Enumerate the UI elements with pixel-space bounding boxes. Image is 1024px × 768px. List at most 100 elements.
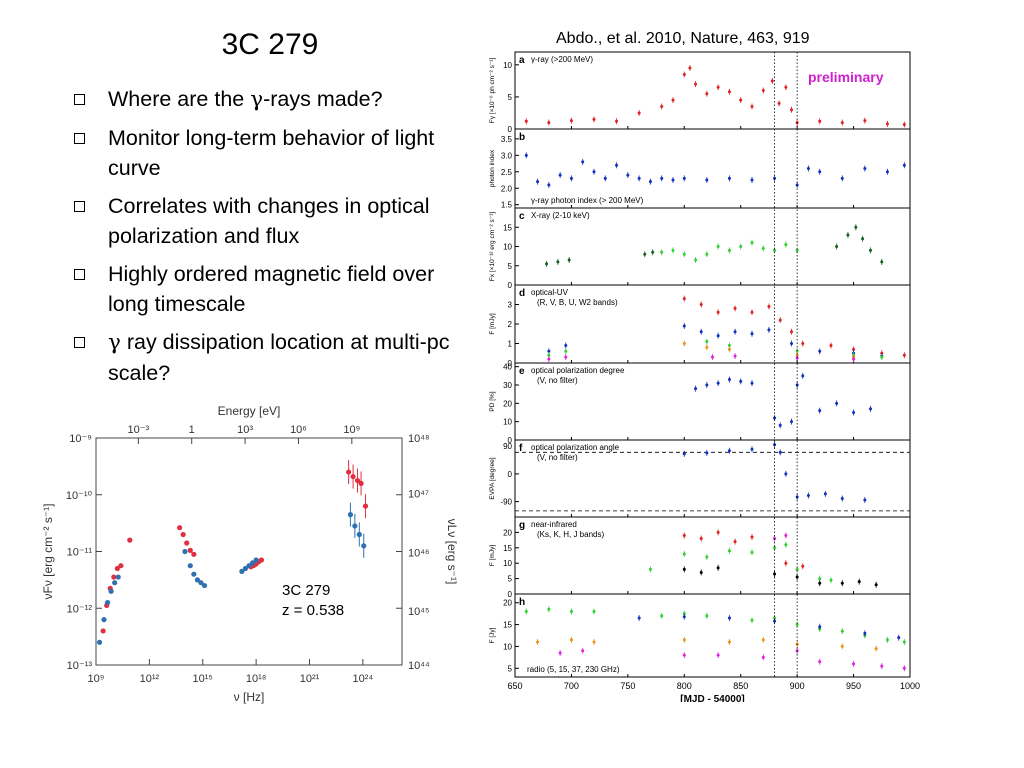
data-point [699, 330, 703, 334]
data-point [784, 472, 788, 476]
data-point [682, 638, 686, 642]
panel-frame [514, 284, 911, 364]
data-point [795, 356, 799, 360]
data-point [818, 409, 822, 413]
top-tick-label: 10⁻³ [127, 424, 149, 436]
data-point [184, 540, 190, 546]
square-bullet-icon [74, 269, 85, 280]
panel-y-label: photon index [489, 149, 496, 187]
y-tick-label: 10⁻¹¹ [67, 547, 93, 559]
data-point [547, 353, 551, 357]
top-axis-title: Energy [eV] [218, 404, 281, 418]
data-point [660, 250, 664, 254]
data-point [761, 89, 765, 92]
y2-axis-title: νLν [erg s⁻¹] [445, 519, 459, 585]
data-point [818, 581, 822, 585]
data-point [773, 416, 777, 420]
data-point [705, 383, 709, 387]
y-tick-label: -90 [500, 498, 512, 507]
data-point [682, 324, 686, 328]
data-point [863, 498, 867, 502]
y-tick-label: 1 [508, 340, 513, 349]
data-point [770, 79, 774, 83]
data-point [784, 85, 788, 89]
data-point [818, 349, 822, 353]
data-point [857, 580, 861, 584]
x-tick-label: 800 [677, 681, 692, 691]
x-tick-label: 10⁹ [88, 673, 105, 685]
data-point [104, 599, 111, 606]
square-bullet-icon [74, 94, 85, 105]
panel-letter: a [519, 55, 525, 66]
data-point [592, 640, 596, 644]
data-point [750, 105, 754, 109]
data-point [682, 72, 686, 76]
data-point [637, 111, 641, 115]
data-point [581, 649, 585, 653]
data-point [829, 343, 833, 347]
data-point [660, 614, 664, 618]
data-point [727, 616, 731, 620]
y-tick-label: 2.0 [501, 184, 513, 193]
panel-y-label: EVPA [degree] [489, 457, 496, 499]
data-point [863, 119, 867, 123]
data-point [114, 565, 120, 572]
bullet-item: Monitor long-term behavior of light curv… [72, 123, 462, 183]
data-point [739, 379, 743, 383]
data-point [795, 349, 799, 353]
data-point [795, 623, 799, 627]
preliminary-tag: preliminary [808, 69, 884, 85]
y-tick-label: 20 [503, 599, 512, 608]
y-tick-label: 0 [508, 436, 513, 445]
data-point [118, 563, 124, 569]
x-tick-label: 10²⁴ [353, 673, 374, 685]
data-point [569, 638, 573, 642]
data-point [242, 565, 249, 572]
data-point [852, 662, 856, 666]
data-point [727, 343, 731, 347]
data-point [547, 607, 551, 611]
panel-label-2: (V, no filter) [537, 376, 578, 385]
data-point [784, 533, 788, 537]
y-tick-label: 10⁻¹³ [67, 660, 93, 672]
data-point [699, 537, 703, 541]
data-point [705, 451, 709, 455]
data-point [818, 577, 822, 581]
data-point [191, 571, 197, 577]
data-point [705, 92, 709, 96]
data-point [112, 580, 118, 586]
sed-chart: 10⁹ 10¹² 10¹⁵ 10¹⁸ 10²¹ 10²⁴ 10⁻³ 1 10³ 10⁶ 10⁹ Ene… [41, 404, 459, 704]
data-point [699, 303, 703, 306]
y-tick-label: 20 [503, 399, 512, 408]
data-point [191, 551, 197, 557]
panel-y-label: Fx [×10⁻¹² erg cm⁻² s⁻¹] [489, 212, 496, 282]
y-tick-label: 10 [503, 418, 512, 427]
y-tick-label: 20 [503, 528, 512, 537]
data-point [840, 644, 844, 648]
top-tick-label: 1 [189, 424, 195, 436]
data-point [801, 374, 805, 378]
x-tick-label: 900 [790, 681, 805, 691]
data-point [778, 318, 782, 322]
data-point [795, 183, 799, 187]
y-tick-label: 10⁻¹² [67, 603, 93, 615]
x-tick-label: 850 [733, 681, 748, 691]
data-point [716, 653, 720, 657]
data-point [524, 609, 528, 613]
data-point [564, 343, 568, 347]
data-point [356, 531, 362, 538]
y-tick-label: 3 [508, 301, 513, 310]
top-tick-label: 10⁹ [343, 424, 360, 436]
panel-label: optical polarization angle [531, 443, 620, 452]
data-point [100, 628, 106, 634]
data-point [682, 252, 686, 256]
panel-letter: b [519, 132, 525, 143]
data-point [101, 617, 107, 623]
annotation-line: 3C 279 [282, 582, 330, 599]
data-point [852, 411, 856, 414]
data-point [778, 450, 782, 454]
data-point [637, 176, 641, 180]
data-point [761, 638, 765, 642]
data-point [790, 342, 793, 345]
data-point [750, 381, 754, 385]
